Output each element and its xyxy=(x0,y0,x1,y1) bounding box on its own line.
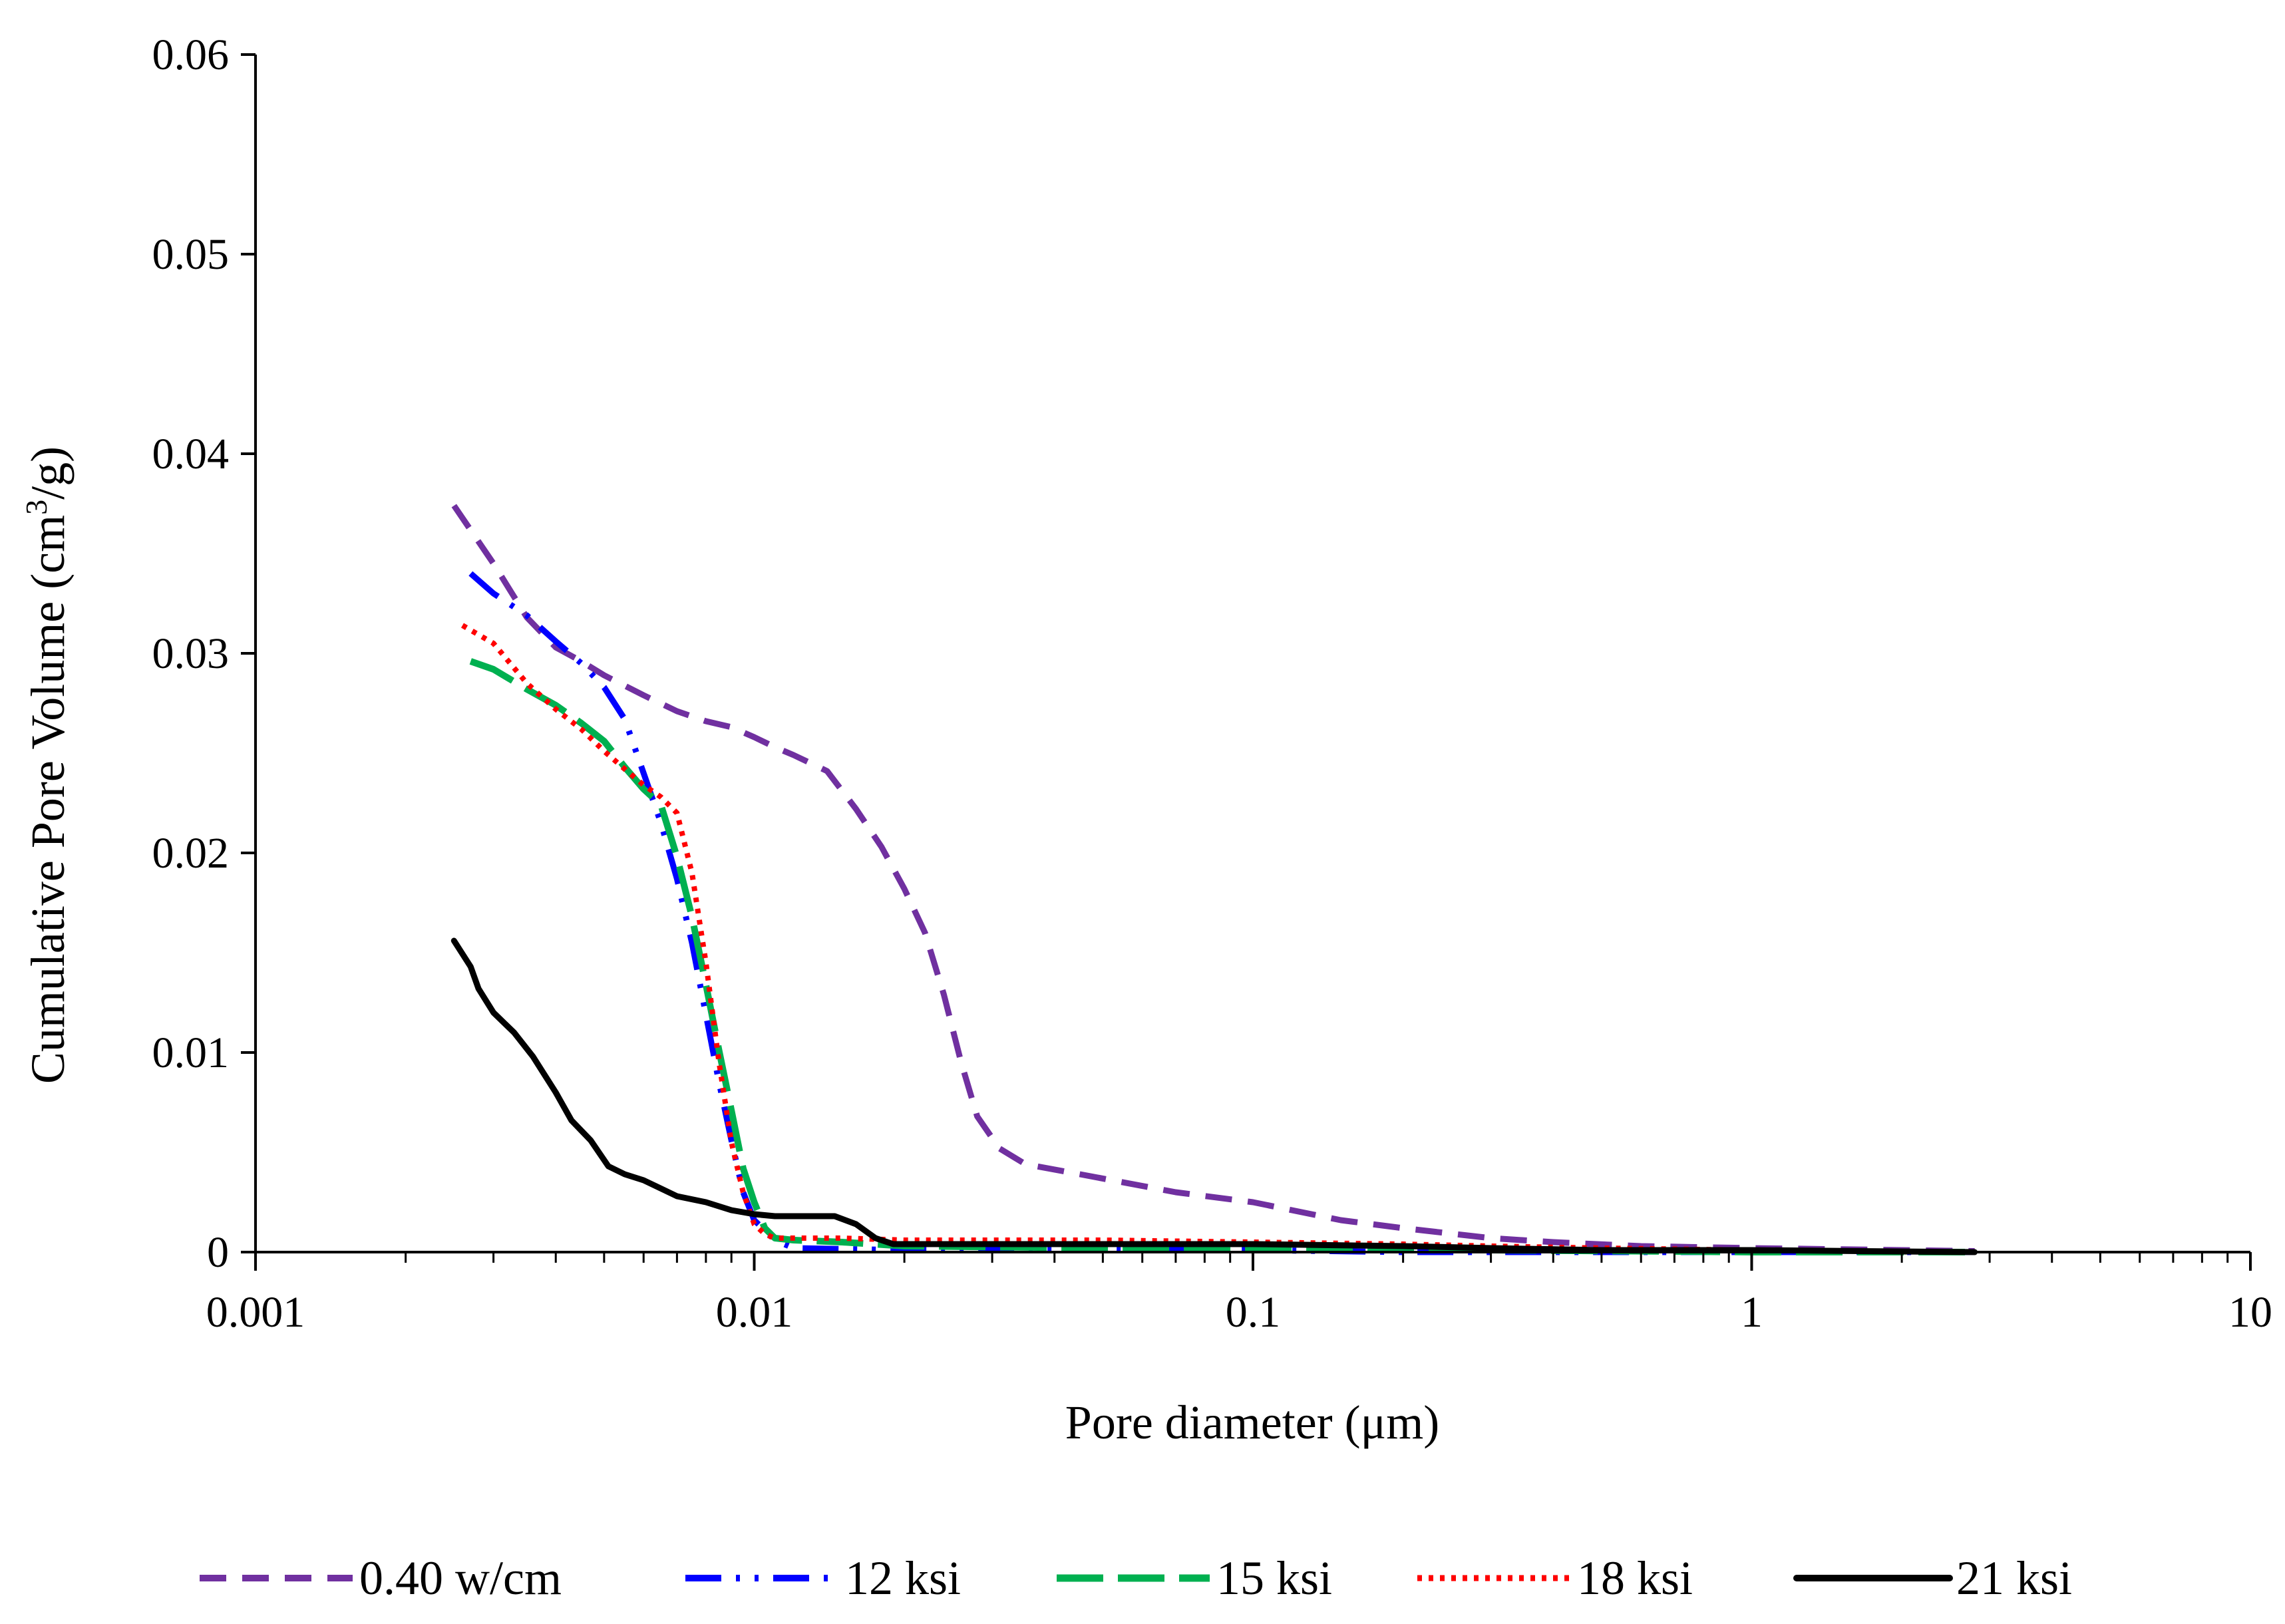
legend-label: 18 ksi xyxy=(1577,1551,1693,1605)
series-line-18-ksi xyxy=(460,623,1975,1255)
legend-label: 15 ksi xyxy=(1216,1551,1332,1605)
y-tick-label: 0.02 xyxy=(152,829,230,878)
legend-label: 12 ksi xyxy=(845,1551,961,1605)
axes-group: 0 0.01 0.02 0.03 0.04 0.05 0.06 0.001 0.01 0.1 1 1… xyxy=(152,31,2273,1337)
y-tick-label: 0.04 xyxy=(152,430,230,478)
plot-series-group xyxy=(450,504,1978,1255)
y-ticks-group: 0 0.01 0.02 0.03 0.04 0.05 0.06 xyxy=(152,31,256,1277)
series-line-0-40-w-cm xyxy=(451,504,1975,1254)
legend-label: 0.40 w/cm xyxy=(359,1551,562,1605)
x-tick-label: 0.001 xyxy=(206,1288,305,1337)
series-line-15-ksi xyxy=(469,658,1975,1255)
y-tick-label: 0.05 xyxy=(152,230,230,279)
legend: 0.40 w/cm 12 ksi 15 ksi 18 ksi 21 ksi xyxy=(200,1551,2072,1605)
x-axis-title: Pore diameter (μm) xyxy=(1065,1396,1439,1449)
y-tick-label: 0.01 xyxy=(152,1029,230,1077)
x-tick-label: 1 xyxy=(1741,1288,1763,1337)
y-axis-title: Cumulative Pore Volume (cm3/g) xyxy=(19,446,75,1084)
x-tick-label: 10 xyxy=(2228,1288,2272,1337)
y-tick-label: 0.03 xyxy=(152,629,230,678)
y-tick-label: 0.06 xyxy=(152,31,230,79)
series-line-21-ksi xyxy=(450,937,1978,1255)
legend-label: 21 ksi xyxy=(1956,1551,2072,1605)
x-tick-label: 0.01 xyxy=(716,1288,793,1337)
x-tick-label: 0.1 xyxy=(1226,1288,1281,1337)
x-ticks-group: 0.001 0.01 0.1 1 10 xyxy=(206,1252,2272,1337)
y-tick-label: 0 xyxy=(207,1228,229,1277)
